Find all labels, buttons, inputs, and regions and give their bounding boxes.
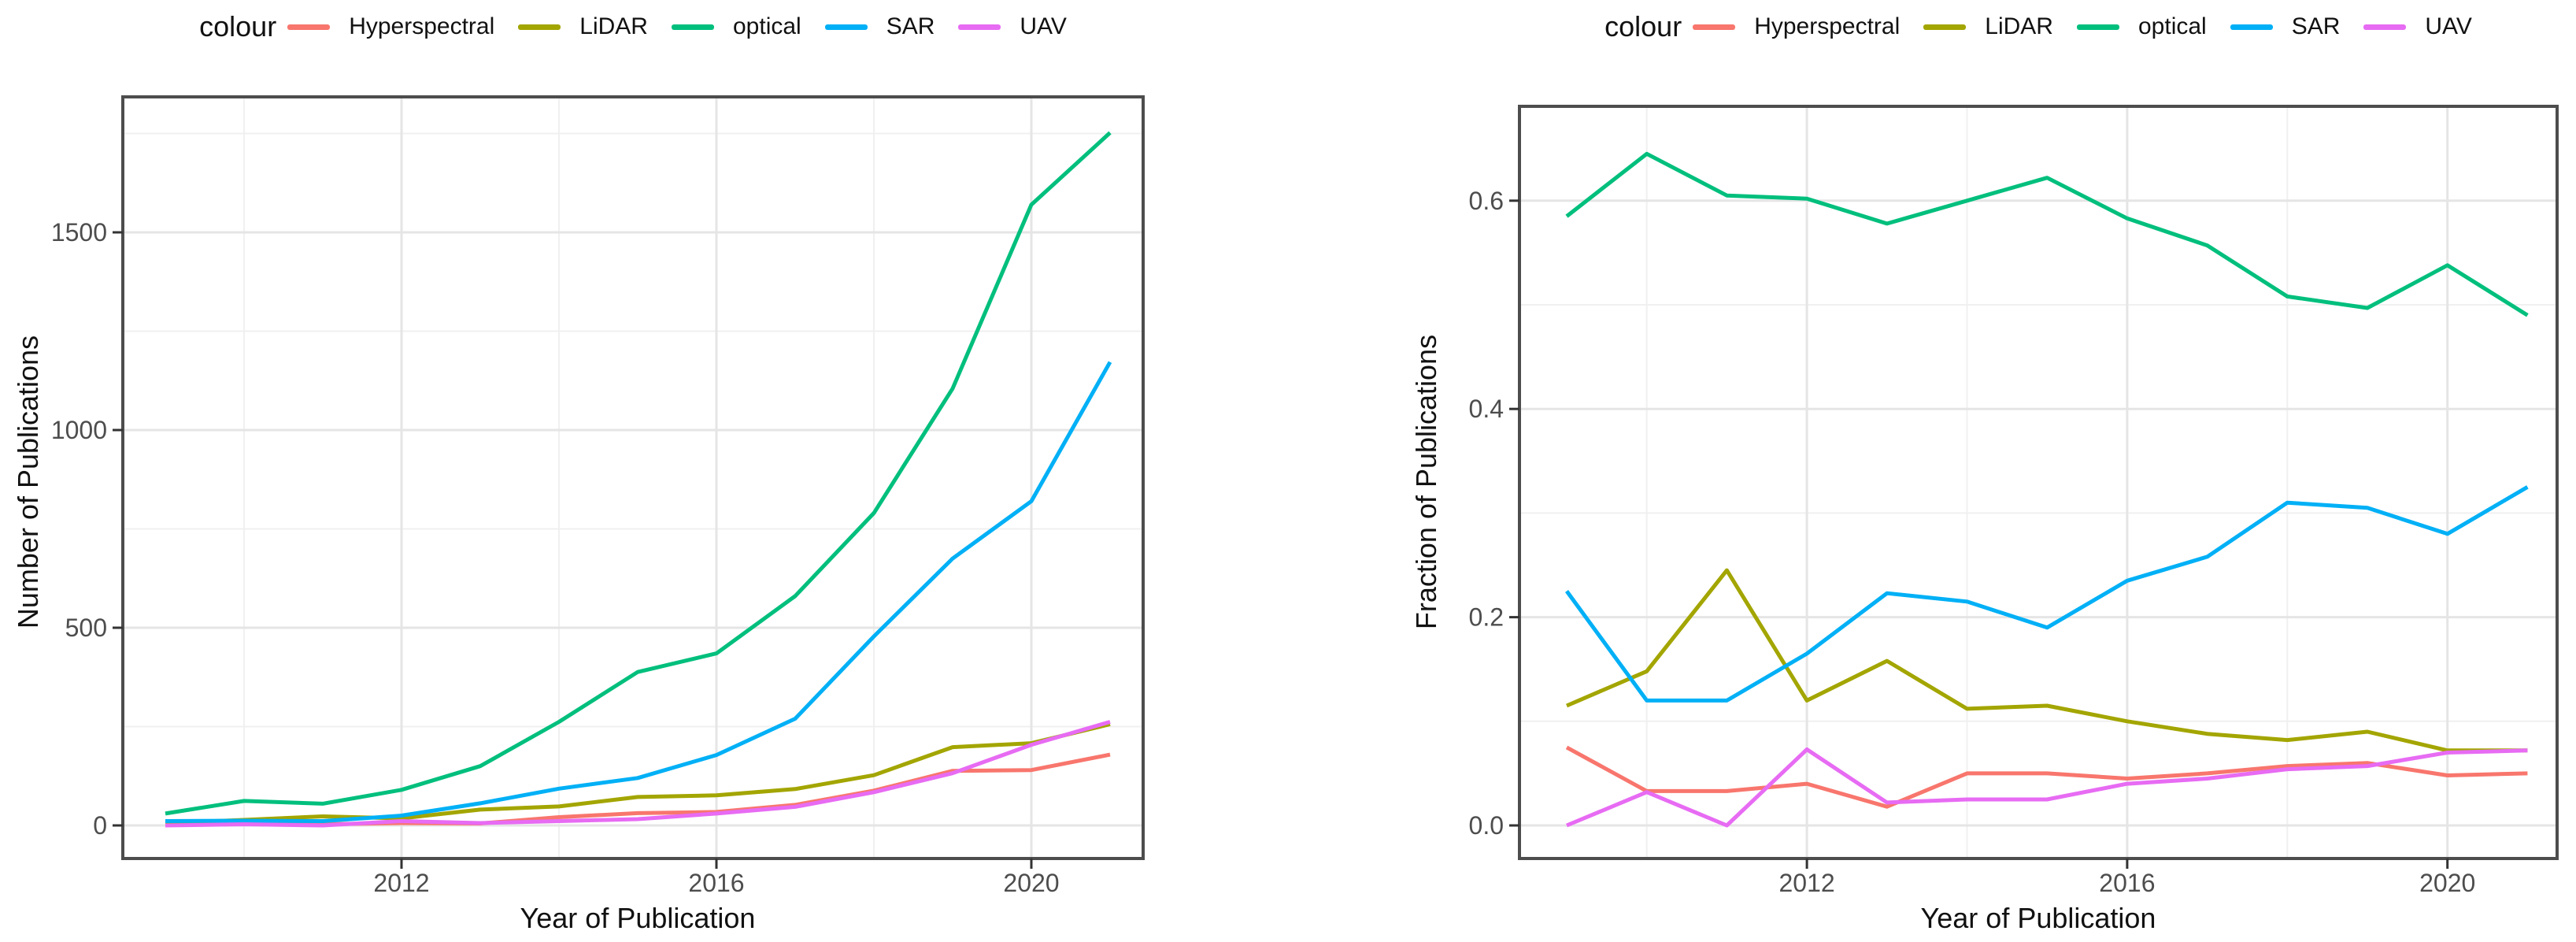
right-line-Hyperspectral [1565,745,2528,809]
legend-key-icon [671,24,714,30]
legend-key-icon [824,24,868,30]
legend-title: colour [199,10,277,43]
left-line-optical [165,131,1112,816]
legend-key-icon [2076,24,2119,30]
legend-item-Hyperspectral: Hyperspectral [287,13,494,40]
legend-right: colour Hyperspectral LiDAR optical SAR UAV [1519,6,2557,47]
legend-item-label: optical [732,13,801,39]
right-y-tick-label: 0.2 [1469,603,1504,632]
left-y-tick-label: 500 [65,614,107,642]
legend-left: colour Hyperspectral LiDAR optical SAR UAV [123,6,1143,47]
legend-key-icon [1693,24,1736,30]
legend-item-label: SAR [886,13,935,39]
left-line-Hyperspectral [165,752,1111,826]
legend-item-label: LiDAR [579,13,648,39]
left-line-UAV [165,720,1111,828]
legend-key-icon [1923,24,1967,30]
legend-item-SAR: SAR [824,13,935,40]
legend-key-icon [287,24,331,30]
right-y-tick-label: 0.6 [1469,187,1504,215]
legend-item-label: UAV [2425,13,2472,39]
right-x-tick-label: 2020 [2419,869,2475,897]
right-line-UAV [1566,747,2528,828]
right-y-tick-label: 0.4 [1469,395,1504,423]
legend-item-UAV: UAV [958,13,1067,40]
right-line-SAR [1564,485,2529,703]
legend-item-label: LiDAR [1985,13,2053,39]
legend-item-label: SAR [2291,13,2341,39]
legend-item-label: UAV [1020,13,1067,39]
legend-item-label: Hyperspectral [1754,13,1901,39]
right-y-axis-title: Fraction of Publications [1410,334,1442,630]
right-line-optical [1565,151,2529,317]
legend-item-label: optical [2137,13,2207,39]
left-y-tick-label: 0 [93,811,107,840]
right-line-LiDAR [1566,568,2528,753]
right-x-axis-title: Year of Publication [1920,902,2156,934]
left-line-LiDAR [165,722,1111,825]
legend-key-icon [958,24,1001,30]
legend-item-LiDAR: LiDAR [518,13,648,40]
legend-item-Hyperspectral: Hyperspectral [1693,13,1900,40]
legend-key-icon [2230,24,2273,30]
legend-item-LiDAR: LiDAR [1923,13,2053,40]
right-x-tick-label: 2016 [2099,869,2155,897]
right-y-tick-label: 0.0 [1469,811,1504,840]
legend-title: colour [1604,10,1682,43]
left-x-axis-title: Year of Publication [520,902,756,934]
legend-item-UAV: UAV [2363,13,2472,40]
right-x-tick-label: 2012 [1779,869,1835,897]
left-line-SAR [165,361,1112,823]
legend-item-label: Hyperspectral [349,13,495,39]
left-panel-border [121,95,1145,860]
left-y-tick-label: 1000 [51,416,107,444]
legend-key-icon [2363,24,2407,30]
legend-key-icon [518,24,561,30]
left-y-axis-title: Number of Publications [12,335,44,629]
legend-item-optical: optical [671,13,801,40]
legend-item-optical: optical [2076,13,2207,40]
legend-item-SAR: SAR [2230,13,2341,40]
left-x-tick-label: 2016 [688,869,744,897]
left-x-tick-label: 2020 [1003,869,1059,897]
right-panel-border [1518,105,2559,860]
left-x-tick-label: 2012 [373,869,429,897]
left-y-tick-label: 1500 [51,218,107,247]
